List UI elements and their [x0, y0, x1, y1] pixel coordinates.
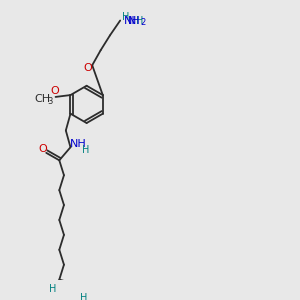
Text: CH: CH — [34, 94, 51, 104]
Text: 3: 3 — [47, 97, 53, 106]
Text: NH: NH — [70, 139, 86, 148]
Text: 2: 2 — [140, 18, 145, 27]
Text: O: O — [83, 63, 92, 73]
Text: O: O — [38, 144, 47, 154]
Text: H: H — [136, 16, 143, 26]
Text: H: H — [80, 293, 87, 300]
Text: NH: NH — [124, 16, 141, 26]
Text: H: H — [49, 284, 56, 294]
Text: O: O — [50, 86, 59, 96]
Text: H: H — [122, 12, 130, 22]
Text: N: N — [128, 16, 136, 26]
Text: H: H — [82, 145, 89, 155]
